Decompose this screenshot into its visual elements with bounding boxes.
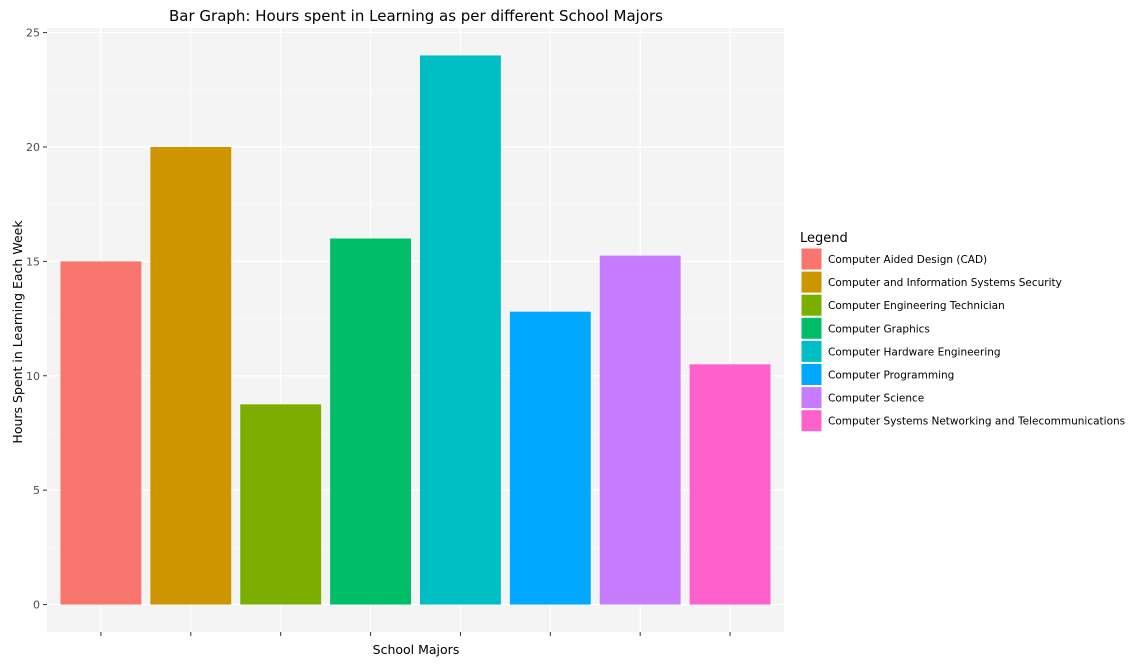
legend-label: Computer Aided Design (CAD)	[828, 254, 987, 266]
legend-key	[800, 386, 823, 410]
legend-key	[800, 363, 823, 386]
y-tick-label: 20	[26, 141, 40, 154]
bar	[599, 255, 681, 605]
bar	[330, 238, 412, 605]
legend-key	[800, 293, 823, 317]
y-tick-label: 15	[26, 255, 40, 268]
y-axis-title: Hours Spent in Learning Each Week	[10, 220, 25, 444]
bar	[509, 311, 591, 605]
axes: 0 5 10 15 20 25	[26, 27, 731, 636]
legend-title: Legend	[800, 231, 848, 246]
legend-key	[800, 247, 823, 271]
legend-label: Computer Science	[828, 393, 924, 405]
bar	[419, 55, 501, 605]
bars	[60, 55, 771, 605]
bar	[689, 364, 771, 605]
bar	[150, 146, 232, 605]
bar	[60, 261, 142, 605]
y-tick-label: 5	[33, 484, 40, 497]
legend-label: Computer Engineering Technician	[828, 300, 1005, 312]
legend-label: Computer and Information Systems Securit…	[828, 277, 1062, 289]
chart-title: Bar Graph: Hours spent in Learning as pe…	[169, 7, 663, 25]
y-tick-label: 10	[26, 370, 40, 383]
legend-label: Computer Systems Networking and Telecomm…	[828, 416, 1125, 428]
legend-key	[800, 409, 823, 433]
legend-key	[800, 339, 823, 363]
legend-key	[800, 270, 823, 294]
legend-label: Computer Hardware Engineering	[828, 346, 1001, 358]
bar	[240, 404, 322, 605]
legend-label: Computer Programming	[828, 370, 954, 382]
y-tick-label: 0	[33, 599, 40, 612]
legend-label: Computer Graphics	[828, 323, 930, 335]
legend-key	[800, 316, 823, 340]
y-tick-label: 25	[26, 27, 40, 40]
x-axis-title: School Majors	[373, 642, 460, 657]
legend: Legend Computer Aided Design (CAD) Comput…	[800, 231, 1125, 433]
